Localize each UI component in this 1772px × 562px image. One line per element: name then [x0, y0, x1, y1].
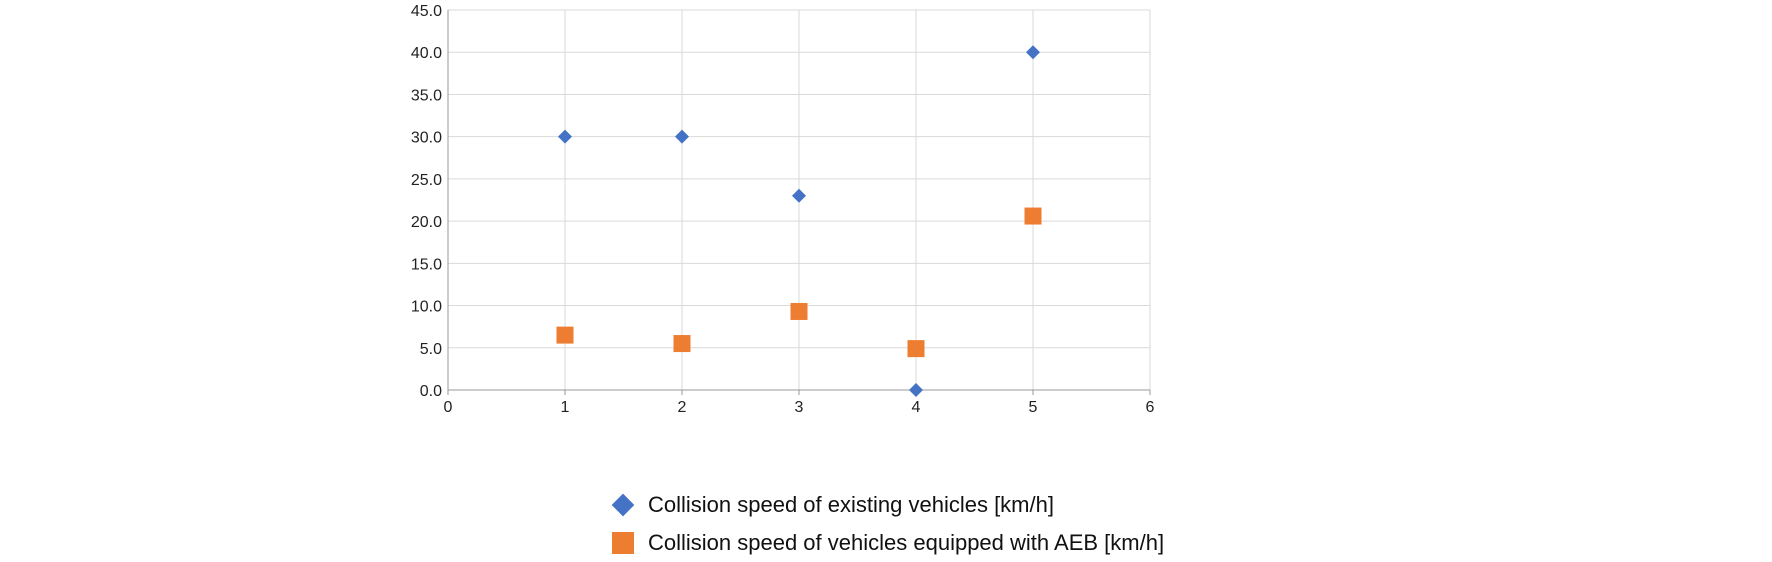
aeb-vehicles-point [556, 326, 574, 344]
x-tick-label: 3 [795, 399, 804, 416]
y-tick-label: 35.0 [411, 87, 442, 104]
x-tick-label: 6 [1146, 399, 1155, 416]
legend-label-aeb-vehicles: Collision speed of vehicles equipped wit… [648, 530, 1165, 555]
y-tick-label: 5.0 [420, 341, 442, 358]
aeb-vehicles-point [1024, 207, 1042, 225]
legend: Collision speed of existing vehicles [km… [608, 486, 1164, 562]
existing-vehicles-point [1026, 45, 1040, 60]
aeb-vehicles-point [790, 302, 808, 320]
x-tick-label: 5 [1029, 399, 1038, 416]
x-tick-label: 1 [561, 399, 570, 416]
y-tick-label: 40.0 [411, 45, 442, 62]
y-tick-label: 45.0 [411, 3, 442, 20]
aeb-vehicles-point [673, 335, 691, 353]
legend-item-aeb-vehicles: Collision speed of vehicles equipped wit… [608, 524, 1164, 562]
legend-diamond-marker-icon [608, 490, 638, 520]
y-tick-label: 20.0 [411, 214, 442, 231]
x-tick-label: 0 [444, 399, 453, 416]
existing-vehicles-point [792, 188, 806, 203]
existing-vehicles-point [675, 129, 689, 144]
y-tick-label: 25.0 [411, 172, 442, 189]
y-axis-tick-labels: 0.0 5.0 10.0 15.0 20.0 25.0 30.0 35.0 40.0 45.0 [411, 3, 442, 400]
legend-label-existing-vehicles: Collision speed of existing vehicles [km… [648, 492, 1054, 517]
y-tick-label: 10.0 [411, 299, 442, 316]
aeb-vehicles-point [907, 340, 925, 358]
y-tick-label: 30.0 [411, 130, 442, 147]
existing-vehicles-point [909, 383, 923, 397]
y-tick-label: 0.0 [420, 383, 442, 400]
legend-item-existing-vehicles: Collision speed of existing vehicles [km… [608, 486, 1164, 524]
x-tick-label: 2 [678, 399, 687, 416]
scatter-chart: 0.0 5.0 10.0 15.0 20.0 25.0 30.0 35.0 40.0 45.0 0… [411, 3, 1155, 416]
x-tick-label: 4 [912, 399, 921, 416]
legend-square-marker-icon [608, 528, 638, 558]
y-tick-label: 15.0 [411, 256, 442, 273]
x-axis-tick-labels: 0 1 2 3 4 5 6 [444, 399, 1155, 416]
data-points [556, 45, 1042, 397]
existing-vehicles-point [558, 129, 572, 144]
